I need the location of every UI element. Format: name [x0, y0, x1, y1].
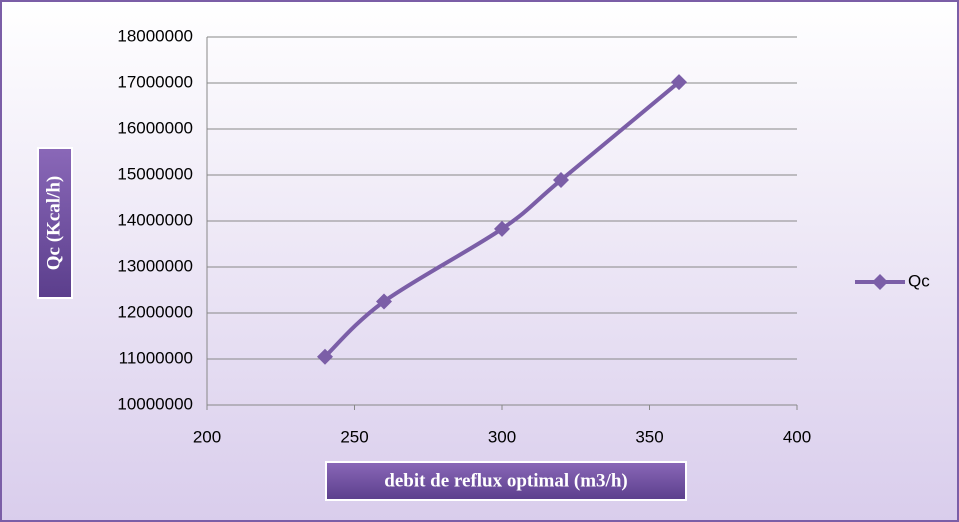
legend-label: Qc — [908, 271, 930, 290]
y-label-box — [37, 147, 73, 299]
x-label-box — [325, 461, 687, 501]
x-axis-label: debit de reflux optimal (m3/h) — [384, 470, 627, 491]
y-axis-label: Qc (Kcal/h) — [43, 176, 64, 270]
x-tick-label: 250 — [340, 427, 368, 446]
y-tick-label: 16000000 — [117, 118, 193, 137]
y-tick-label: 10000000 — [117, 394, 193, 413]
y-tick-label: 18000000 — [117, 26, 193, 45]
marker — [553, 172, 569, 189]
marker — [376, 293, 392, 310]
legend-marker — [872, 274, 888, 290]
x-tick-label: 400 — [783, 427, 811, 446]
marker — [671, 74, 687, 91]
x-tick-label: 300 — [488, 427, 516, 446]
y-tick-label: 11000000 — [119, 348, 193, 367]
y-tick-label: 15000000 — [117, 164, 193, 183]
y-tick-label: 14000000 — [117, 210, 193, 229]
x-tick-label: 350 — [635, 427, 663, 446]
marker — [317, 348, 333, 365]
marker — [494, 220, 510, 237]
x-tick-label: 200 — [193, 427, 221, 446]
y-tick-label: 12000000 — [117, 302, 193, 321]
y-tick-label: 17000000 — [117, 72, 193, 91]
y-tick-label: 13000000 — [117, 256, 193, 275]
